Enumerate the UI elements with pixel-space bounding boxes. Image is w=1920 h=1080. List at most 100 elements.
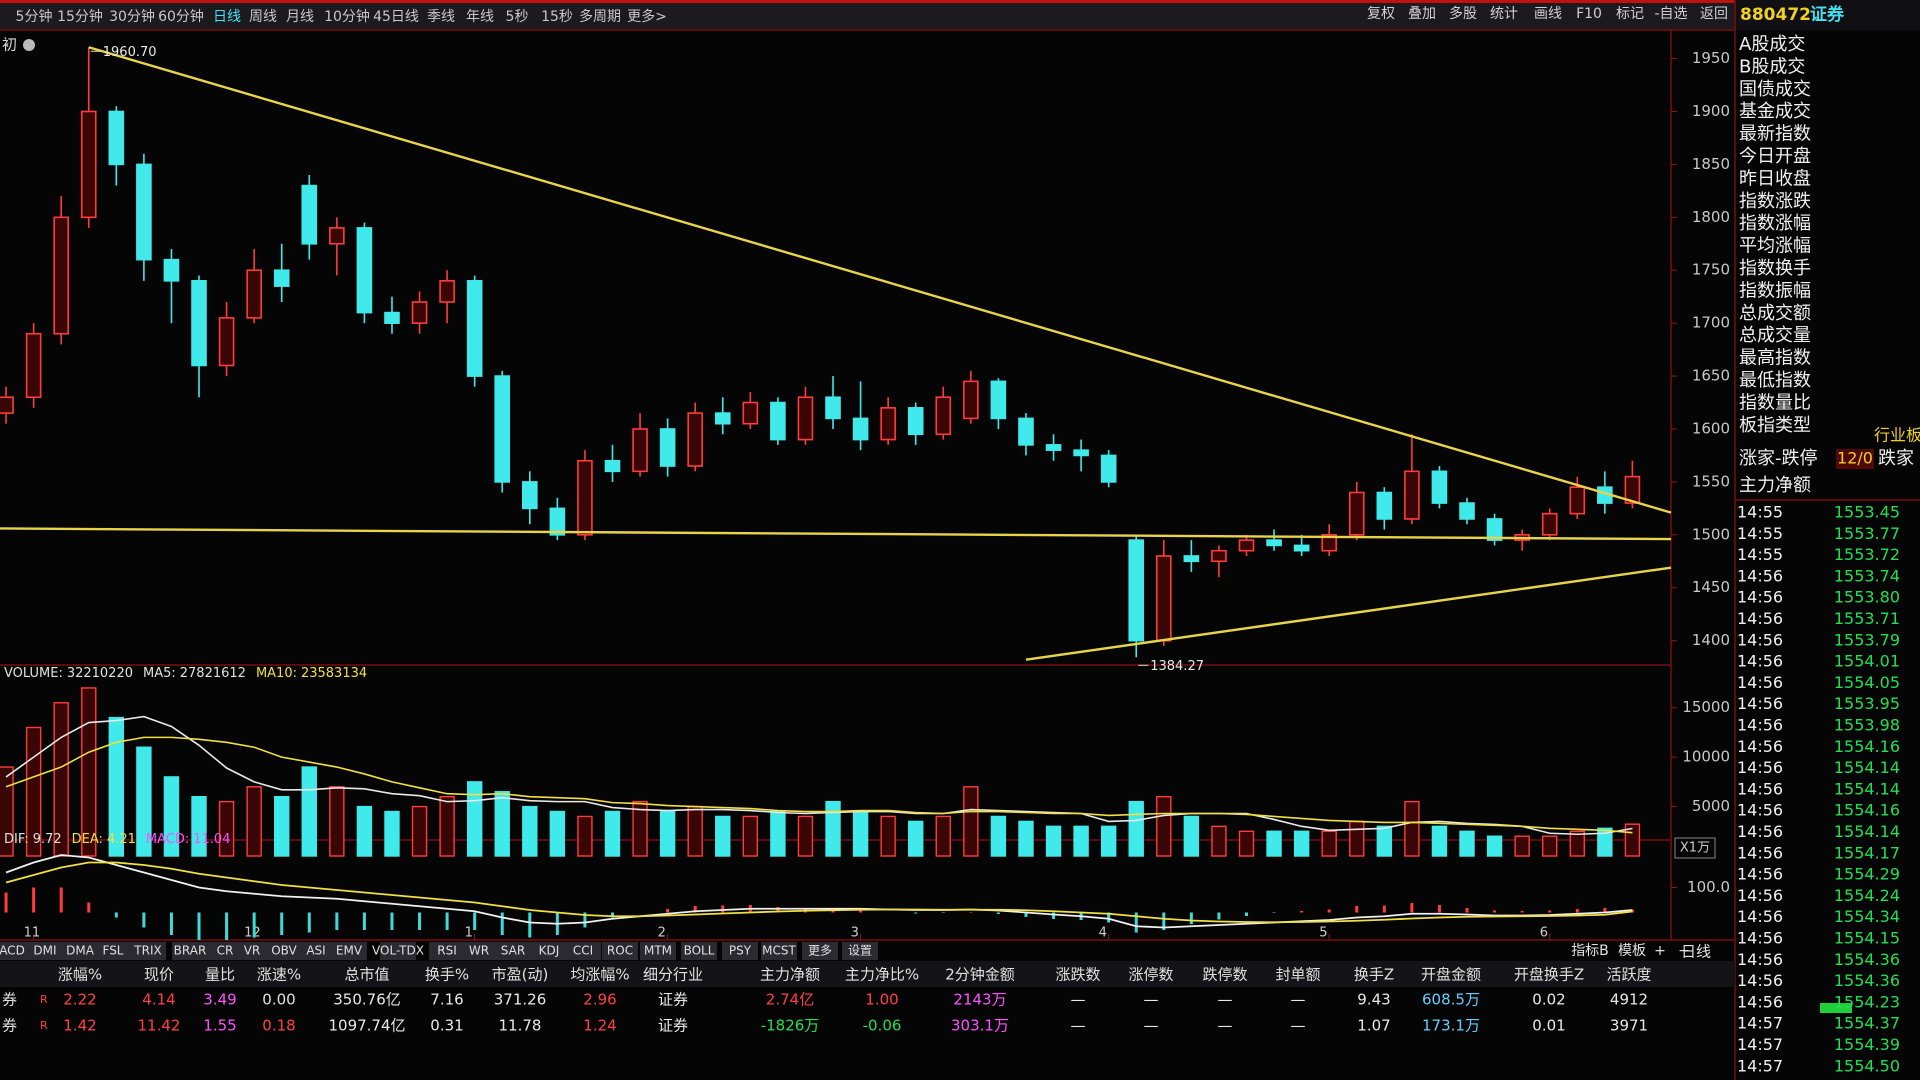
indicator-tab[interactable]: MCST (762, 944, 796, 958)
indicator-tab[interactable]: CR (217, 944, 234, 958)
indicator-tab-bg[interactable] (640, 942, 676, 960)
panel-button[interactable]: 模板 (1618, 943, 1646, 959)
table-header[interactable]: 换手Z (1354, 966, 1394, 984)
toolbar-button[interactable]: 返回 (1700, 6, 1728, 22)
toolbar-button[interactable]: 画线 (1534, 6, 1562, 22)
period-tab[interactable]: 5分钟 (16, 8, 53, 25)
period-tab[interactable]: 10分钟 (324, 8, 370, 25)
indicator-tab-bg[interactable] (234, 942, 270, 960)
toolbar-button[interactable]: F10 (1576, 6, 1602, 22)
indicator-tab-bg[interactable] (681, 942, 717, 960)
indicator-tab-bg[interactable] (380, 942, 416, 960)
indicator-tab[interactable]: 更多 (808, 944, 832, 958)
indicator-tab[interactable]: ASI (306, 944, 325, 958)
table-header[interactable]: 换手% (425, 966, 469, 984)
indicator-tab-bg[interactable] (429, 942, 465, 960)
toolbar-button[interactable]: 标记 (1616, 6, 1644, 22)
tick-time: 14:56 (1737, 950, 1783, 969)
indicator-tab[interactable]: 设置 (848, 944, 872, 958)
period-tab[interactable]: 15分钟 (57, 8, 103, 25)
table-header[interactable]: 主力净额 (760, 966, 820, 984)
indicator-tab[interactable]: VOL-TDX (372, 944, 424, 958)
indicator-tab-bg[interactable] (495, 942, 531, 960)
indicator-tab[interactable]: DMA (66, 944, 95, 958)
indicator-tab[interactable]: SAR (501, 944, 525, 958)
period-tab[interactable]: 更多> (627, 8, 667, 25)
indicator-tab[interactable]: ROC (607, 944, 633, 958)
table-header[interactable]: 跌停数 (1202, 966, 1247, 984)
indicator-tab-bg[interactable] (761, 942, 797, 960)
indicator-tab[interactable]: ACD (0, 944, 25, 958)
indicator-tab[interactable]: VR (244, 944, 261, 958)
table-header[interactable]: 均涨幅% (570, 966, 629, 984)
period-tab[interactable]: 季线 (427, 9, 455, 25)
period-tab[interactable]: 5秒 (506, 9, 529, 25)
indicator-tab-bg[interactable] (531, 942, 567, 960)
indicator-tab-bg[interactable] (802, 942, 838, 960)
toolbar-button[interactable]: 复权 (1367, 5, 1395, 22)
table-header[interactable]: 现价 (144, 966, 174, 984)
table-header[interactable]: 2分钟金额 (945, 966, 1015, 984)
indicator-tab-bg[interactable] (298, 942, 334, 960)
period-tab[interactable]: 月线 (286, 9, 314, 25)
tick-price: 1554.23 (1834, 992, 1900, 1011)
indicator-tab[interactable]: CCI (573, 944, 593, 958)
table-header[interactable]: 涨停数 (1128, 966, 1173, 984)
indicator-tab-bg[interactable] (602, 942, 638, 960)
toolbar-button[interactable]: -自选 (1654, 6, 1687, 22)
toolbar-button[interactable]: 多股 (1449, 5, 1477, 22)
table-header[interactable]: 开盘金额 (1421, 966, 1481, 984)
indicator-tab-bg[interactable] (130, 942, 166, 960)
indicator-tab-bg[interactable] (565, 942, 601, 960)
indicator-tab-bg[interactable] (722, 942, 758, 960)
table-header[interactable]: 涨幅% (58, 966, 102, 984)
indicator-tab[interactable]: EMV (336, 944, 363, 958)
period-tab[interactable]: 60分钟 (158, 8, 204, 25)
table-header[interactable]: 市盈(动) (492, 966, 549, 984)
indicator-tab-bg[interactable] (172, 942, 208, 960)
indicator-tab[interactable]: PSY (729, 944, 752, 958)
toolbar-button[interactable]: 叠加 (1408, 6, 1436, 22)
period-tab[interactable]: 年线 (466, 9, 494, 25)
indicator-tab[interactable]: KDJ (539, 944, 560, 958)
table-header[interactable]: 总市值 (344, 966, 389, 984)
table-header[interactable]: 主力净比% (845, 966, 919, 984)
indicator-tab-bg[interactable] (842, 942, 878, 960)
indicator-tab-bg[interactable] (27, 942, 63, 960)
indicator-tab[interactable]: DMI (33, 944, 56, 958)
table-header[interactable]: 开盘换手Z (1514, 966, 1584, 984)
indicator-tab[interactable]: BOLL (684, 944, 715, 958)
table-header[interactable]: 细分行业 (643, 966, 703, 984)
indicator-tab[interactable]: FSL (103, 944, 124, 958)
indicator-tab[interactable]: TRIX (133, 944, 161, 958)
indicator-tab-bg[interactable] (0, 942, 30, 960)
indicator-tab[interactable]: WR (469, 944, 489, 958)
indicator-tab[interactable]: BRAR (174, 944, 207, 958)
period-tab[interactable]: 多周期 (579, 8, 621, 25)
panel-button[interactable]: 指标B (1571, 943, 1609, 959)
table-cell: 2.74亿 (766, 991, 814, 1009)
table-header[interactable]: 涨速% (257, 966, 301, 984)
table-header[interactable]: 封单额 (1275, 966, 1320, 984)
period-tab[interactable]: 周线 (249, 9, 277, 25)
table-cell: 371.26 (494, 991, 547, 1009)
indicator-tab-bg[interactable] (266, 942, 302, 960)
indicator-tab-bg[interactable] (62, 942, 98, 960)
table-header[interactable]: 涨跌数 (1055, 966, 1100, 984)
period-tab[interactable]: 30分钟 (109, 8, 155, 25)
period-tab[interactable]: 日线 (213, 9, 241, 25)
toolbar-button[interactable]: 统计 (1490, 6, 1518, 22)
panel-button[interactable]: + (1654, 943, 1666, 959)
table-header[interactable]: 量比 (205, 966, 235, 984)
table-header[interactable]: 活跃度 (1606, 966, 1651, 984)
indicator-tab-bg[interactable] (95, 942, 131, 960)
period-tab[interactable]: 15秒 (541, 9, 573, 25)
indicator-tab[interactable]: OBV (271, 944, 297, 958)
panel-button[interactable]: − (1678, 943, 1690, 959)
indicator-tab[interactable]: RSI (437, 944, 457, 958)
indicator-tab-bg[interactable] (331, 942, 367, 960)
period-tab[interactable]: 45日线 (373, 9, 419, 25)
tick-time: 14:56 (1737, 779, 1783, 798)
indicator-tab-bg[interactable] (461, 942, 497, 960)
indicator-tab[interactable]: MTM (644, 944, 672, 958)
